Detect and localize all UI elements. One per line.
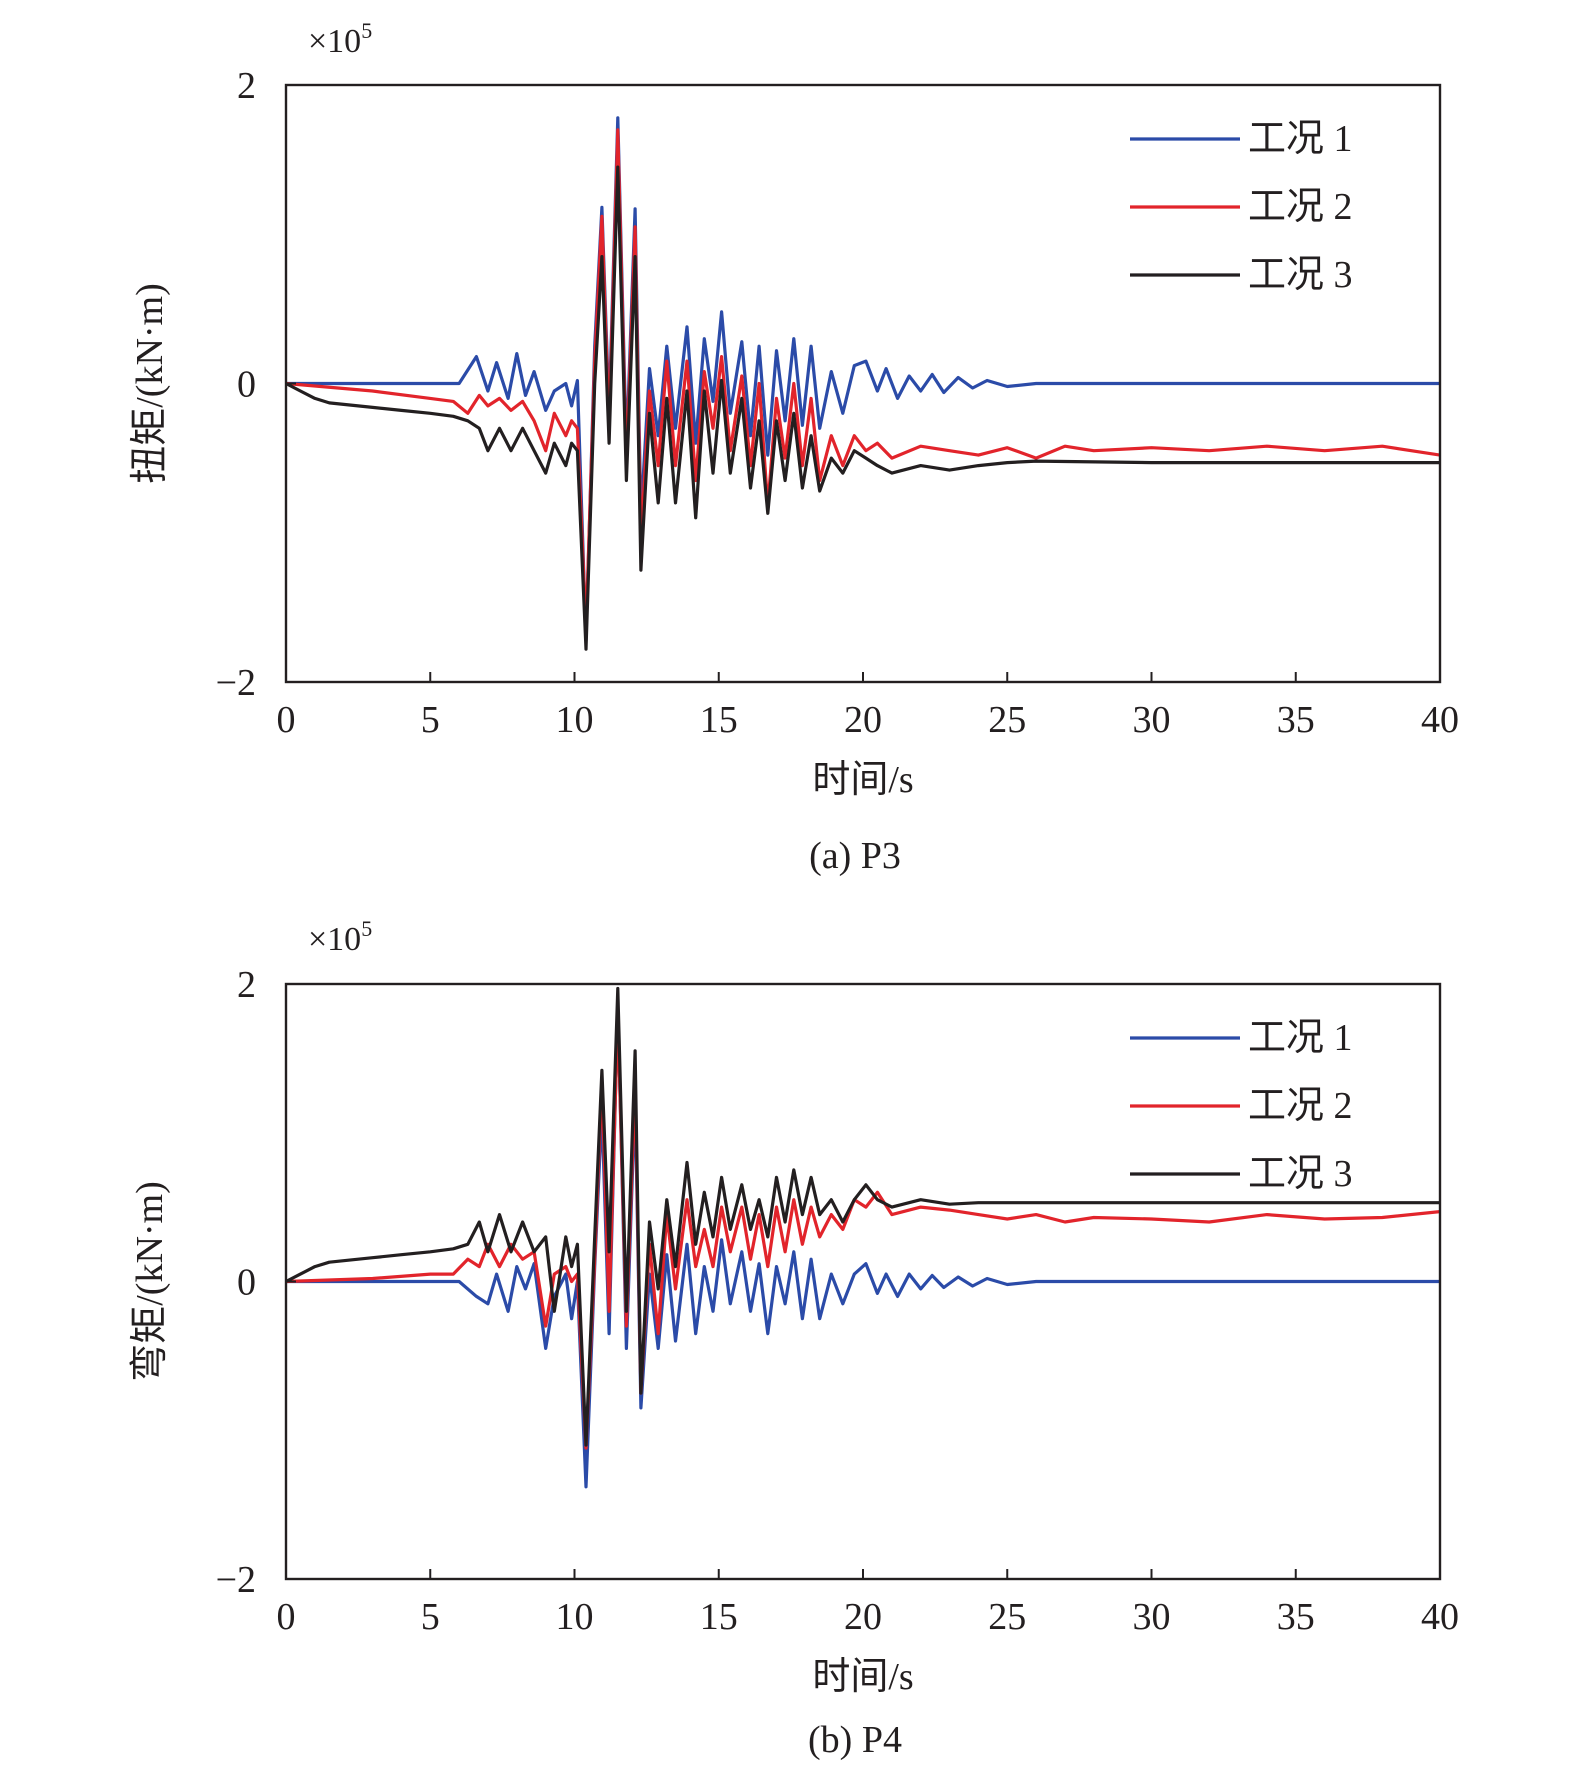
y-tick-label: 2: [237, 65, 256, 107]
scale-exponent: 5: [361, 18, 372, 43]
panel-p3: 0 5 10 15 20 25 30 35 40−202×105时间/s扭矩/(kN·m)工况 …: [129, 18, 1459, 877]
x-tick-label: 30: [1133, 1596, 1171, 1638]
scale-base: ×10: [308, 921, 361, 958]
x-tick-label: 20: [844, 1596, 882, 1638]
x-tick-label: 5: [421, 1596, 440, 1638]
x-axis-title: 时间/s: [812, 759, 913, 801]
x-tick-label: 40: [1421, 1596, 1459, 1638]
y-tick-label: 2: [237, 964, 256, 1006]
x-tick-label: 25: [988, 1596, 1026, 1638]
y-axis-title: 弯矩/(kN·m): [129, 1181, 171, 1382]
x-tick-label: 35: [1277, 699, 1315, 741]
y-tick-label: 0: [237, 364, 256, 406]
series-line-3: [286, 986, 1440, 1447]
x-tick-label: 40: [1421, 699, 1459, 741]
x-tick-label: 0: [277, 1596, 296, 1638]
x-tick-label: 30: [1133, 699, 1171, 741]
legend-label-1: 工况 1: [1248, 1017, 1353, 1059]
y-tick-label: −2: [216, 662, 256, 704]
legend-label-2: 工况 2: [1248, 1085, 1353, 1127]
x-tick-label: 20: [844, 699, 882, 741]
x-axis-title: 时间/s: [812, 1656, 913, 1698]
series-line-1: [286, 1004, 1440, 1489]
scale-base: ×10: [308, 23, 361, 60]
y-tick-label: −2: [216, 1559, 256, 1601]
legend-label-3: 工况 3: [1248, 254, 1353, 296]
series-line-3: [286, 165, 1440, 651]
panel-caption: (b) P4: [808, 1719, 902, 1761]
panel-p4: 0 5 10 15 20 25 30 35 40−202×105时间/s弯矩/(kN·m)工况 …: [129, 916, 1459, 1761]
x-tick-label: 0: [277, 699, 296, 741]
x-tick-label: 10: [556, 1596, 594, 1638]
legend-label-2: 工况 2: [1248, 186, 1353, 228]
x-tick-label: 15: [700, 699, 738, 741]
legend-label-1: 工况 1: [1248, 118, 1353, 160]
x-tick-label: 10: [556, 699, 594, 741]
series-line-1: [286, 116, 1440, 642]
x-tick-label: 35: [1277, 1596, 1315, 1638]
x-tick-label: 15: [700, 1596, 738, 1638]
legend-label-3: 工况 3: [1248, 1153, 1353, 1195]
scale-multiplier: ×105: [308, 18, 372, 60]
scale-exponent: 5: [361, 916, 372, 941]
panel-caption: (a) P3: [809, 835, 901, 877]
scale-multiplier: ×105: [308, 916, 372, 958]
series-line-2: [286, 1012, 1440, 1450]
x-tick-label: 25: [988, 699, 1026, 741]
x-tick-label: 5: [421, 699, 440, 741]
series-line-2: [286, 128, 1440, 632]
y-axis-title: 扭矩/(kN·m): [129, 283, 171, 484]
y-tick-label: 0: [237, 1262, 256, 1304]
